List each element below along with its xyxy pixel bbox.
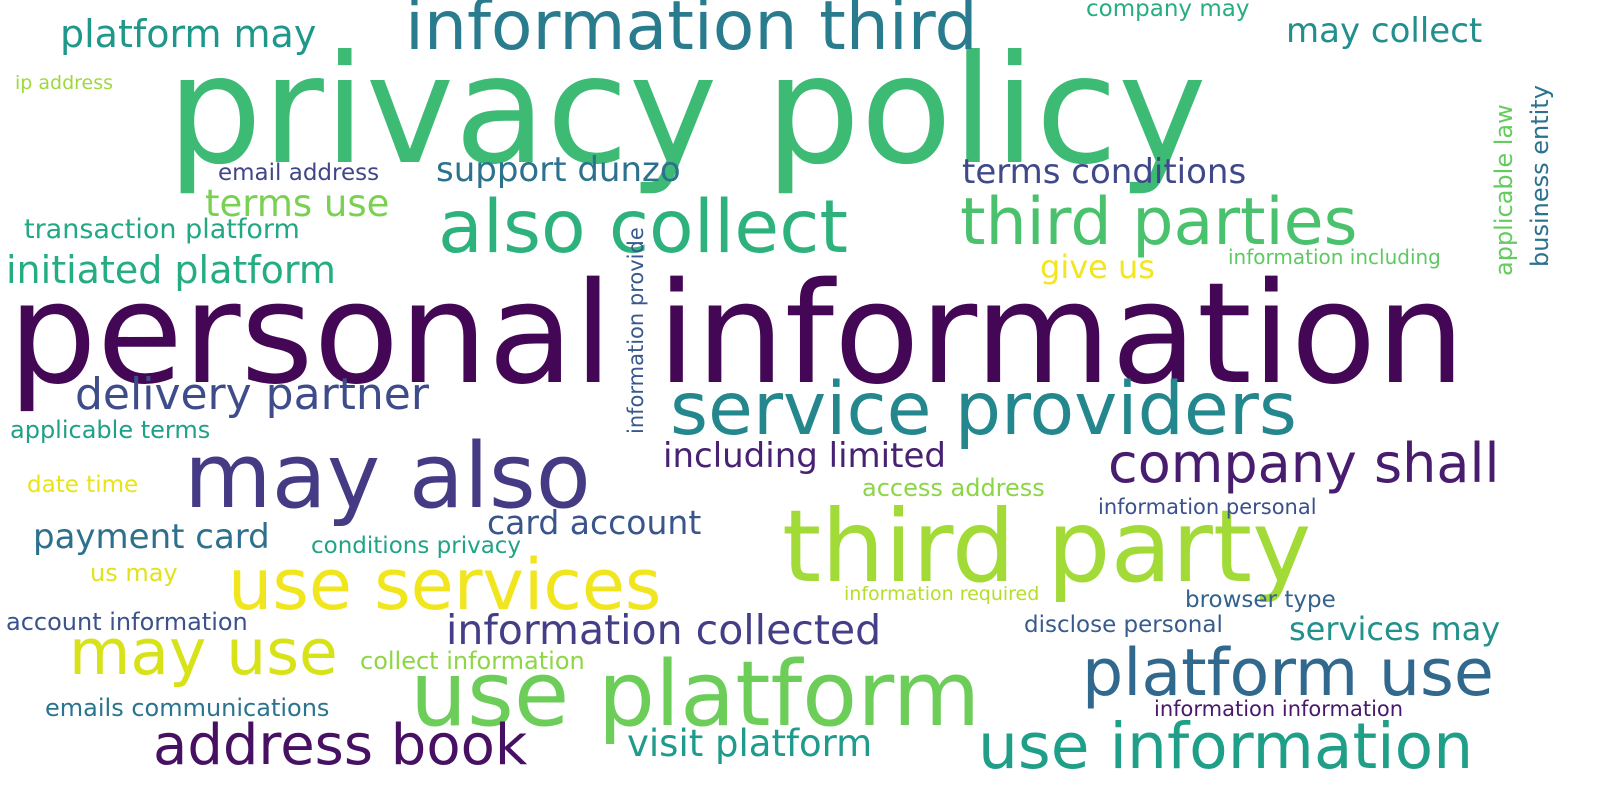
word-account-information: account information bbox=[6, 608, 248, 636]
word-platform-use: platform use bbox=[1082, 636, 1494, 711]
word-applicable-law: applicable law bbox=[1490, 104, 1518, 276]
word-services-may: services may bbox=[1289, 610, 1501, 648]
word-use-platform: use platform bbox=[410, 642, 981, 747]
word-give-us: give us bbox=[1040, 248, 1155, 286]
word-privacy-policy: privacy policy bbox=[167, 24, 1207, 198]
word-payment-card: payment card bbox=[33, 517, 270, 557]
word-address-book: address book bbox=[153, 713, 528, 778]
word-terms-use: terms use bbox=[205, 182, 390, 225]
word-email-address: email address bbox=[218, 160, 380, 186]
word-information-personal: information personal bbox=[1098, 495, 1317, 519]
word-service-providers: service providers bbox=[670, 367, 1297, 452]
word-collect-information: collect information bbox=[360, 647, 585, 675]
word-date-time: date time bbox=[27, 472, 139, 498]
word-applicable-terms: applicable terms bbox=[10, 416, 211, 444]
word-access-address: access address bbox=[862, 474, 1045, 502]
word-also-collect: also collect bbox=[438, 185, 848, 270]
word-terms-conditions: terms conditions bbox=[962, 152, 1247, 192]
word-ip-address: ip address bbox=[15, 72, 114, 94]
word-information-information: information information bbox=[1154, 697, 1404, 721]
word-company-may: company may bbox=[1086, 0, 1250, 22]
word-information-collected: information collected bbox=[446, 606, 882, 654]
word-transaction-platform: transaction platform bbox=[24, 214, 300, 245]
word-may-also: may also bbox=[184, 424, 591, 529]
word-card-account: card account bbox=[487, 503, 702, 542]
word-personal-information: personal information bbox=[8, 253, 1466, 416]
word-information-provide: information provide bbox=[624, 227, 648, 434]
word-third-party: third party bbox=[782, 488, 1312, 605]
word-company-shall: company shall bbox=[1108, 432, 1500, 495]
word-us-may: us may bbox=[90, 559, 178, 587]
word-platform-may: platform may bbox=[60, 12, 317, 56]
word-delivery-partner: delivery partner bbox=[75, 369, 429, 420]
word-including-limited: including limited bbox=[663, 436, 946, 476]
word-visit-platform: visit platform bbox=[627, 722, 873, 765]
word-may-use: may use bbox=[69, 616, 338, 689]
word-disclose-personal: disclose personal bbox=[1024, 612, 1223, 638]
word-support-dunzo: support dunzo bbox=[436, 150, 681, 190]
word-initiated-platform: initiated platform bbox=[6, 248, 336, 292]
word-information-including: information including bbox=[1228, 245, 1441, 269]
word-information-third: information third bbox=[405, 0, 978, 66]
word-emails-communications: emails communications bbox=[45, 694, 330, 722]
word-use-services: use services bbox=[228, 544, 662, 626]
word-business-entity: business entity bbox=[1526, 85, 1554, 267]
word-conditions-privacy: conditions privacy bbox=[311, 533, 522, 559]
word-third-parties: third parties bbox=[960, 185, 1358, 260]
word-browser-type: browser type bbox=[1185, 587, 1336, 613]
word-may-collect: may collect bbox=[1286, 11, 1483, 51]
word-information-required: information required bbox=[844, 583, 1040, 605]
word-use-information: use information bbox=[978, 710, 1474, 783]
